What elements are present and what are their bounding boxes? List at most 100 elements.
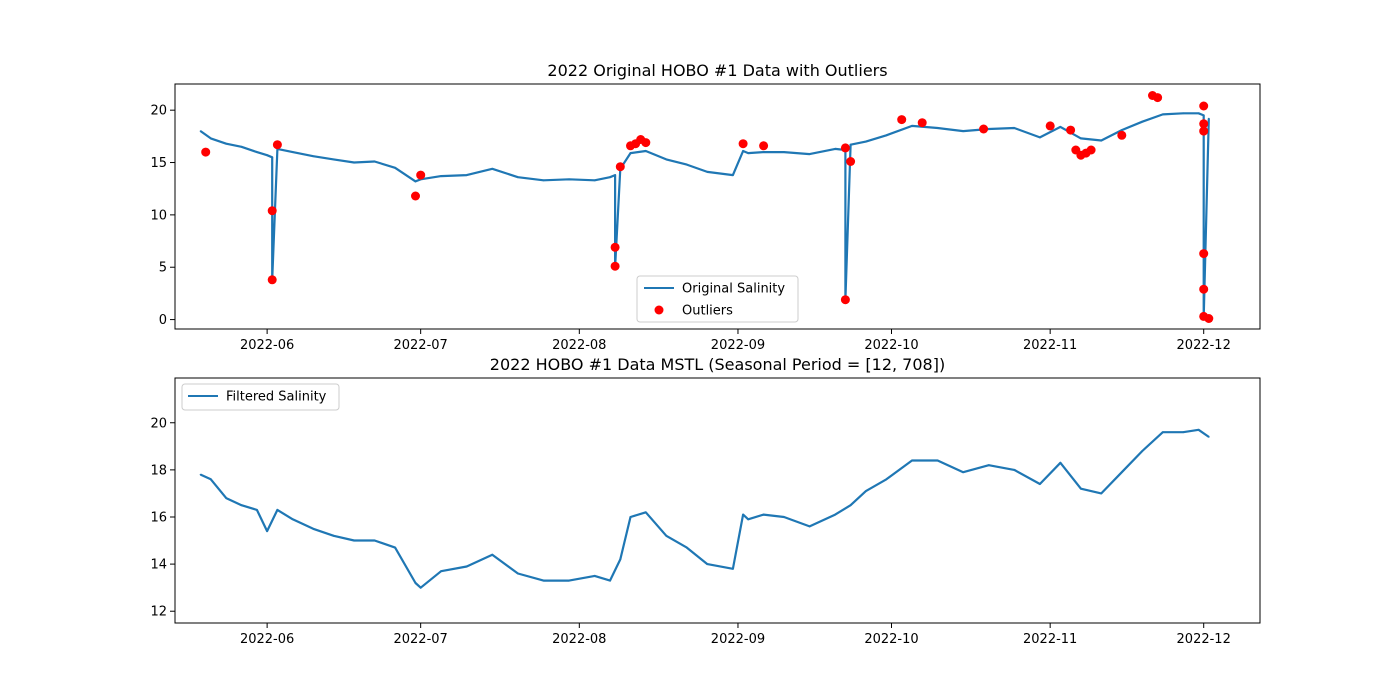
outlier-point: [416, 170, 426, 180]
x-tick-label: 2022-12: [1177, 338, 1231, 353]
line-point: [614, 174, 616, 177]
outlier-point: [738, 139, 748, 149]
x-tick-label: 2022-06: [240, 632, 294, 647]
line-point: [629, 516, 632, 518]
line-point: [1207, 117, 1210, 120]
line-point: [266, 154, 268, 157]
line-point: [732, 567, 734, 570]
top-series-layer: [199, 91, 1214, 323]
line-point: [1059, 461, 1062, 464]
series-line: [200, 428, 1210, 589]
line-point: [834, 148, 837, 150]
series-line: [199, 112, 1210, 319]
outlier-point: [1045, 121, 1055, 131]
line-point: [732, 174, 734, 177]
x-tick-label: 2022-09: [711, 632, 765, 647]
line-point: [1080, 137, 1082, 140]
bottom-chart: 2022 HOBO #1 Data MSTL (Seasonal Period …: [150, 355, 1261, 647]
line-point: [1080, 487, 1082, 490]
line-point: [1013, 469, 1016, 471]
line-point: [568, 178, 570, 181]
bottom-chart-title: 2022 HOBO #1 Data MSTL (Seasonal Period …: [490, 355, 945, 374]
line-point: [987, 464, 990, 467]
line-point: [747, 152, 750, 155]
bottom-x-ticks: 2022-06 2022-07 2022-08 2022-09 2022-10 2022-…: [240, 623, 1231, 647]
line-point: [353, 161, 355, 164]
outlier-point: [1199, 126, 1209, 136]
top-chart: 2022 Original HOBO #1 Data with Outliers…: [150, 61, 1261, 353]
x-tick-label: 2022-12: [1177, 632, 1231, 647]
line-point: [783, 151, 785, 154]
line-point: [911, 125, 913, 127]
line-point: [465, 565, 468, 568]
line-point: [271, 156, 274, 159]
outlier-point: [1153, 93, 1163, 103]
line-point: [1202, 114, 1205, 117]
line-point: [1120, 471, 1123, 474]
line-point: [1059, 126, 1062, 128]
line-point: [491, 167, 494, 170]
y-tick-label: 5: [159, 261, 167, 276]
line-point: [1120, 129, 1123, 132]
x-tick-label: 2022-07: [393, 632, 447, 647]
line-point: [849, 143, 852, 146]
line-point: [517, 176, 519, 179]
outlier-point: [1199, 119, 1209, 129]
bottom-legend-box: [181, 383, 340, 411]
line-point: [209, 137, 212, 140]
bottom-y-ticks: 12 14 16 18 20: [150, 416, 175, 620]
line-point: [414, 180, 417, 183]
line-point: [609, 176, 611, 179]
line-point: [762, 151, 765, 154]
line-point: [865, 490, 867, 492]
line-point: [414, 582, 417, 584]
top-x-ticks: 2022-06 2022-07 2022-08 2022-09 2022-10 2022-…: [240, 329, 1231, 353]
line-point: [542, 579, 545, 582]
top-plot-frame: [174, 83, 1261, 330]
line-point: [1161, 431, 1164, 434]
bottom-legend: Filtered Salinity: [181, 383, 340, 411]
x-tick-label: 2022-11: [1023, 632, 1077, 647]
line-point: [1182, 431, 1185, 434]
line-point: [885, 478, 888, 481]
line-point: [373, 160, 376, 163]
line-point: [849, 504, 852, 507]
x-tick-label: 2022-08: [552, 338, 606, 353]
line-point: [440, 175, 442, 178]
line-point: [706, 171, 709, 173]
outlier-point: [610, 242, 620, 252]
outlier-point: [846, 157, 856, 166]
line-point: [962, 130, 965, 133]
top-legend-box: [636, 275, 799, 323]
legend-label-outliers: Outliers: [682, 304, 733, 319]
outlier-point: [1199, 284, 1209, 294]
line-point: [199, 473, 202, 476]
outlier-point: [1117, 130, 1127, 140]
outlier-point: [897, 115, 907, 125]
line-point: [742, 513, 744, 516]
bottom-plot-background: [175, 378, 1260, 623]
line-point: [936, 459, 939, 462]
y-tick-label: 10: [150, 208, 167, 223]
line-point: [312, 527, 315, 530]
line-point: [225, 142, 228, 145]
line-point: [491, 553, 494, 556]
line-point: [1013, 127, 1016, 129]
bottom-series-layer: [199, 428, 1210, 589]
outlier-point: [1199, 249, 1209, 259]
line-point: [593, 179, 596, 182]
y-tick-label: 20: [150, 104, 167, 119]
y-tick-label: 16: [150, 510, 167, 525]
line-point: [629, 152, 632, 155]
line-point: [609, 579, 611, 582]
top-chart-title: 2022 Original HOBO #1 Data with Outliers: [547, 61, 887, 80]
line-point: [332, 534, 335, 537]
line-point: [568, 579, 570, 582]
outlier-point: [610, 261, 620, 271]
line-point: [685, 163, 688, 166]
legend-label-filtered-salinity: Filtered Salinity: [226, 390, 327, 405]
line-point: [1207, 436, 1210, 438]
legend-label-original-salinity: Original Salinity: [682, 282, 785, 297]
line-point: [644, 511, 647, 514]
